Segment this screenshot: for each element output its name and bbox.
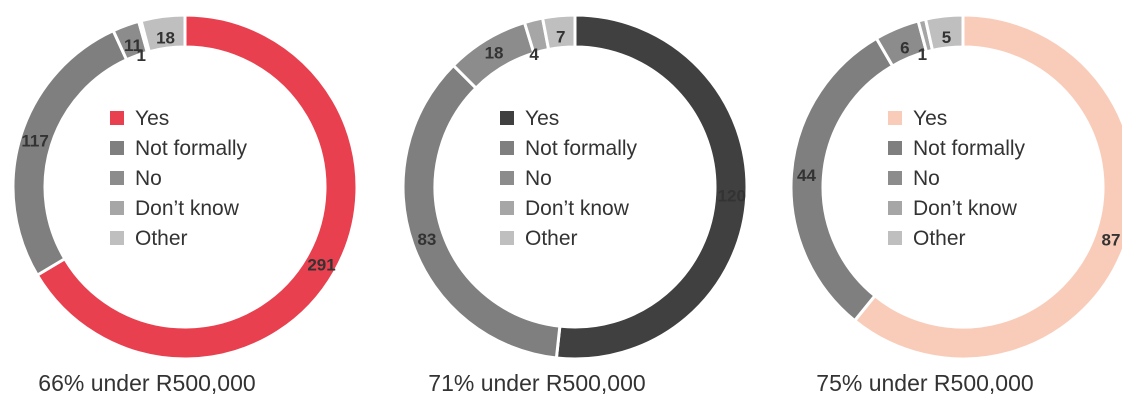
legend-label-not-formally: Not formally	[525, 137, 638, 160]
value-label-yes: 291	[307, 256, 335, 275]
slice-yes	[554, 13, 749, 361]
legend-3: Yes Not formally No Don’t know Other	[888, 107, 1026, 250]
legend-swatch-no	[888, 171, 902, 185]
value-label-no: 6	[900, 39, 909, 58]
value-label-yes: 120	[718, 186, 746, 205]
legend-label-yes: Yes	[913, 107, 947, 130]
legend-label-other: Other	[525, 227, 578, 250]
value-label-don-t-know: 1	[136, 46, 145, 65]
legend-swatch-don-t-know	[110, 201, 124, 215]
value-label-other: 18	[156, 28, 175, 47]
chart-caption: 71% under R500,000	[428, 370, 645, 396]
value-label-not-formally: 117	[21, 131, 48, 150]
legend-label-other: Other	[913, 227, 966, 250]
legend-swatch-not-formally	[500, 141, 514, 155]
slice-other	[541, 13, 577, 52]
legend-label-no: No	[525, 167, 552, 190]
slice-other	[924, 13, 965, 52]
legend-swatch-don-t-know	[888, 201, 902, 215]
legend-swatch-not-formally	[888, 141, 902, 155]
legend-swatch-no	[110, 171, 124, 185]
value-label-don-t-know: 4	[529, 45, 539, 64]
legend-swatch-other	[110, 231, 124, 245]
slice-yes	[853, 13, 1122, 361]
legend-label-don-t-know: Don’t know	[135, 197, 240, 220]
legend-swatch-yes	[500, 111, 514, 125]
value-label-not-formally: 83	[417, 230, 436, 249]
legend-1: Yes Not formally No Don’t know Other	[110, 107, 248, 250]
value-label-not-formally: 44	[797, 166, 816, 185]
slice-not-formally	[11, 29, 129, 277]
legend-label-not-formally: Not formally	[135, 137, 248, 160]
legend-2: Yes Not formally No Don’t know Other	[500, 107, 638, 250]
value-label-don-t-know: 1	[918, 45, 927, 64]
legend-label-no: No	[135, 167, 162, 190]
value-label-no: 18	[485, 43, 504, 62]
legend-label-other: Other	[135, 227, 188, 250]
legend-swatch-don-t-know	[500, 201, 514, 215]
legend-label-no: No	[913, 167, 940, 190]
donut-chart-1: 291 117 111 18 Yes Not formally No Don’t know Ot…	[11, 13, 359, 361]
value-label-other: 7	[556, 28, 565, 47]
slice-yes	[35, 13, 359, 361]
slice-other	[139, 13, 187, 54]
legend-swatch-not-formally	[110, 141, 124, 155]
legend-swatch-other	[500, 231, 514, 245]
legend-swatch-no	[500, 171, 514, 185]
legend-swatch-yes	[888, 111, 902, 125]
legend-swatch-other	[888, 231, 902, 245]
legend-swatch-yes	[110, 111, 124, 125]
value-label-yes: 87	[1102, 230, 1121, 249]
donut-chart-3: 87 44 6 15 Yes Not formally No Don’t know Other	[789, 13, 1122, 361]
value-label-other: 5	[942, 28, 951, 47]
value-label-no: 11	[124, 36, 142, 55]
donut-chart-2: 120 83 18 47 Yes Not formally No Don’t know Othe…	[401, 13, 749, 361]
chart-caption: 66% under R500,000	[38, 370, 255, 396]
legend-label-don-t-know: Don’t know	[913, 197, 1018, 220]
legend-label-yes: Yes	[135, 107, 169, 130]
legend-label-not-formally: Not formally	[913, 137, 1026, 160]
chart-caption: 75% under R500,000	[816, 370, 1033, 396]
legend-label-yes: Yes	[525, 107, 559, 130]
legend-label-don-t-know: Don’t know	[525, 197, 630, 220]
